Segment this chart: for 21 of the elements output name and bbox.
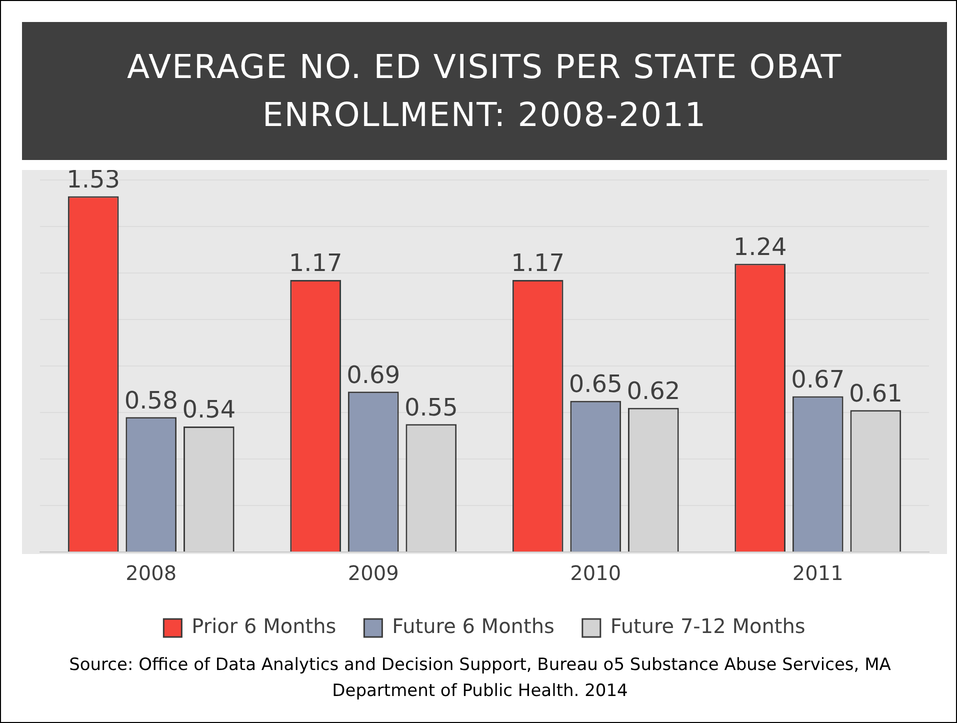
x-tick-label: 2011 <box>792 561 844 586</box>
data-label: 1.17 <box>288 249 342 278</box>
legend-label: Future 7-12 Months <box>610 614 806 638</box>
x-tick-label: 2010 <box>570 561 622 586</box>
data-label: 0.65 <box>568 370 622 398</box>
data-label: 1.24 <box>733 232 787 261</box>
data-label: 0.54 <box>182 396 236 424</box>
data-label: 0.55 <box>404 393 458 422</box>
data-label: 0.58 <box>124 386 178 414</box>
source-note: Source: Office of Data Analytics and Decision Support, Bureau o5 Substance Abuse Services, MA Department of Public Health. 2014 <box>68 654 892 703</box>
data-label: 0.62 <box>626 377 680 406</box>
data-label: 0.67 <box>791 365 845 394</box>
x-tick-label: 2008 <box>126 561 177 586</box>
legend-label: Future 6 Months <box>392 614 554 638</box>
chart-title: AVERAGE NO. ED VISITS PER STATE OBAT ENROLLMENT: 2008-2011 <box>22 22 947 160</box>
data-label: 1.53 <box>66 166 120 194</box>
legend-label: Prior 6 Months <box>192 614 336 638</box>
data-label: 1.17 <box>511 249 565 278</box>
data-label: 0.69 <box>346 360 400 389</box>
x-tick-label: 2009 <box>348 561 399 586</box>
data-label: 0.61 <box>848 379 902 408</box>
